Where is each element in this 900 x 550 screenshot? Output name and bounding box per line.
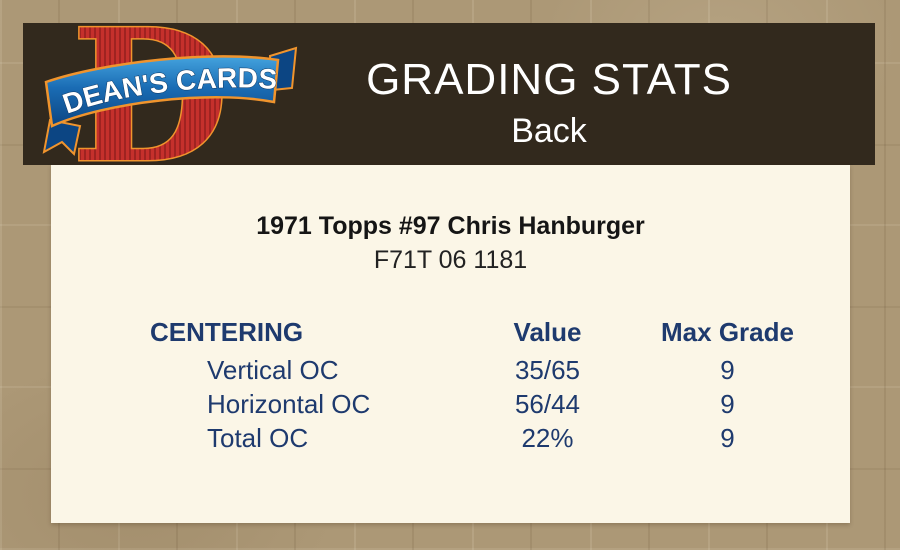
ribbon-left-tail-icon [42,118,82,157]
header-bar: D DEAN'S CARDS GRADING STATS Back [23,0,875,205]
row-value: 35/65 [514,355,581,385]
row-max-grade: 9 [720,389,735,419]
row-max-grade: 9 [720,355,735,385]
card-title: 1971 Topps #97 Chris Hanburger [256,212,645,240]
row-label: Total OC [207,423,309,453]
ribbon-banner-icon [44,55,280,128]
grading-stats-card: 1971 Topps #97 Chris Hanburger F71T 06 1… [51,165,850,523]
header-max-grade: Max Grade [661,317,794,347]
card-serial-code: F71T 06 1181 [373,246,528,275]
page-subtitle: Back [511,111,587,150]
row-value: 56/44 [514,389,581,419]
table-header-row: CENTERING Value Max Grade [150,315,820,349]
table-row: Total OC 22% 9 [150,421,820,455]
row-value: 22% [521,423,574,453]
row-max-grade: 9 [720,423,735,453]
header-titles: GRADING STATS Back [233,55,865,151]
deans-cards-logo[interactable]: D DEAN'S CARDS [42,0,300,205]
row-label: Vertical OC [207,355,339,385]
centering-stats-table: CENTERING Value Max Grade Vertical OC 35… [150,315,820,455]
table-row: Horizontal OC 56/44 9 [150,387,820,421]
row-label: Horizontal OC [207,389,371,419]
page-title: GRADING STATS [366,55,732,104]
header-centering: CENTERING [150,317,304,347]
header-value: Value [513,317,582,347]
table-row: Vertical OC 35/65 9 [150,353,820,387]
